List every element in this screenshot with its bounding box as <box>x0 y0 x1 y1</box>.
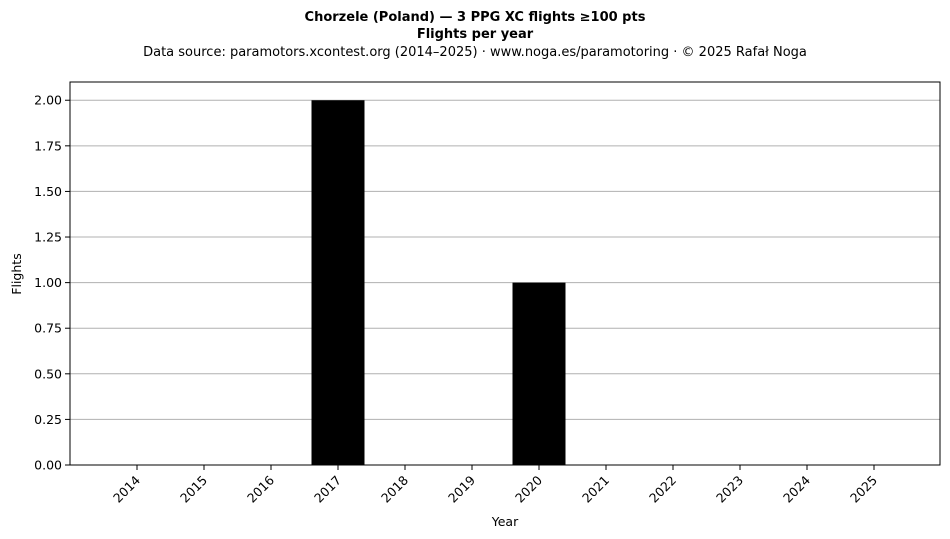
x-tick-label: 2025 <box>847 473 880 506</box>
y-axis-label: Flights <box>9 253 24 294</box>
x-tick-label: 2017 <box>311 473 344 506</box>
x-tick-label: 2020 <box>512 472 545 505</box>
bar-2017 <box>311 100 365 465</box>
chart-title: Chorzele (Poland) — 3 PPG XC flights ≥10… <box>305 10 646 25</box>
y-tick-label: 0.00 <box>34 458 62 473</box>
y-tick-label: 0.25 <box>34 412 62 427</box>
x-tick-label: 2022 <box>646 473 679 506</box>
y-tick-label: 1.00 <box>34 275 62 290</box>
bar-2020 <box>512 282 566 465</box>
grid-lines <box>70 99 940 466</box>
x-tick-label: 2015 <box>177 473 210 506</box>
x-tick-label: 2018 <box>378 472 411 505</box>
x-tick-label: 2016 <box>244 472 277 505</box>
y-tick-label: 1.50 <box>34 184 62 199</box>
x-axis-ticks: 2014 2015 2016 2017 2018 2019 2020 2021 2022 2023… <box>110 465 880 506</box>
y-axis-ticks: 0.00 0.25 0.50 0.75 1.00 1.25 1.50 1.75 2.00 <box>34 93 70 473</box>
chart-source-note: Data source: paramotors.xcontest.org (20… <box>143 45 807 60</box>
x-tick-label: 2014 <box>110 472 143 505</box>
y-tick-label: 1.75 <box>34 138 62 153</box>
y-tick-label: 0.75 <box>34 321 62 336</box>
y-tick-label: 0.50 <box>34 366 62 381</box>
plot-frame <box>69 81 941 466</box>
bars <box>311 100 566 465</box>
chart-subtitle: Flights per year <box>417 27 534 42</box>
x-tick-label: 2024 <box>780 472 813 505</box>
y-tick-label: 2.00 <box>34 93 62 108</box>
y-tick-label: 1.25 <box>34 230 62 245</box>
x-tick-label: 2021 <box>579 473 612 506</box>
x-tick-label: 2019 <box>445 472 478 505</box>
x-tick-label: 2023 <box>713 473 746 506</box>
x-axis-label: Year <box>491 514 519 529</box>
